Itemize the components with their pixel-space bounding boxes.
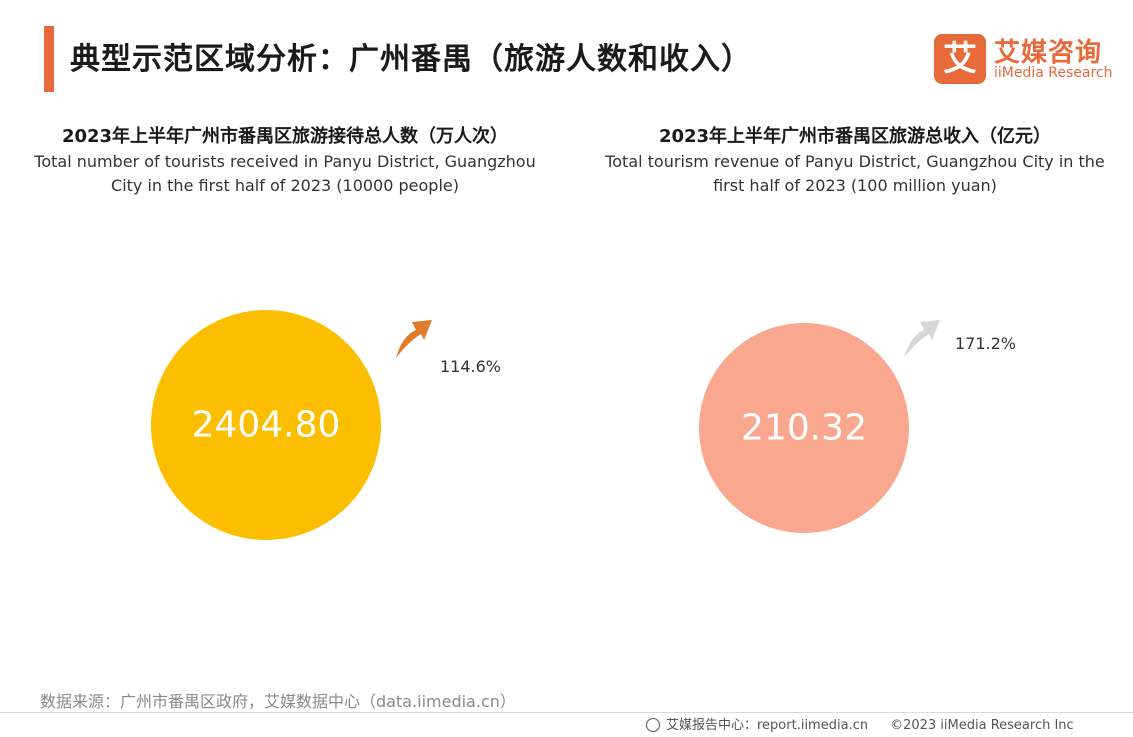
- left-chart-title-cn: 2023年上半年广州市番禺区旅游接待总人数（万人次）: [61, 126, 509, 147]
- right-chart-heading: 2023年上半年广州市番禺区旅游总收入（亿元） Total tourism re…: [595, 124, 1115, 198]
- tourists-growth-label: 114.6%: [440, 357, 501, 376]
- footer: 艾媒报告中心：report.iimedia.cn ©2023 iiMedia Re…: [646, 714, 1074, 733]
- logo-mark: 艾: [934, 34, 986, 84]
- growth-arrow-up-icon: [396, 320, 432, 358]
- logo-cn-text: 艾媒咨询: [994, 38, 1103, 68]
- right-chart-title-en: Total tourism revenue of Panyu District,…: [605, 152, 1105, 195]
- right-chart-title-cn: 2023年上半年广州市番禺区旅游总收入（亿元）: [658, 126, 1052, 147]
- page-title: 典型示范区域分析：广州番禺（旅游人数和收入）: [70, 42, 752, 77]
- revenue-growth-label: 171.2%: [955, 334, 1016, 353]
- left-chart-title-en: Total number of tourists received in Pan…: [34, 152, 536, 195]
- globe-icon: [646, 718, 660, 732]
- logo-en-text: iiMedia Research: [994, 65, 1113, 81]
- right-bubble-group: 210.32 171.2%: [699, 320, 1016, 533]
- left-chart-heading: 2023年上半年广州市番禺区旅游接待总人数（万人次） Total number …: [25, 124, 545, 198]
- brand-logo: 艾 艾媒咨询 iiMedia Research: [934, 34, 1116, 86]
- data-source-note: 数据来源：广州市番禺区政府，艾媒数据中心（data.iimedia.cn）: [40, 692, 516, 711]
- title-accent-bar: [44, 26, 54, 92]
- growth-arrow-up-icon: [904, 320, 940, 358]
- revenue-bubble: [699, 323, 909, 533]
- report-center-link[interactable]: 艾媒报告中心：report.iimedia.cn: [666, 718, 869, 733]
- footer-divider: [0, 712, 1133, 713]
- copyright: ©2023 iiMedia Research Inc: [890, 718, 1074, 733]
- tourists-bubble: [151, 310, 381, 540]
- left-bubble-group: 2404.80 114.6%: [151, 310, 501, 540]
- revenue-value-label: 210.32: [741, 408, 867, 449]
- tourists-value-label: 2404.80: [192, 405, 341, 446]
